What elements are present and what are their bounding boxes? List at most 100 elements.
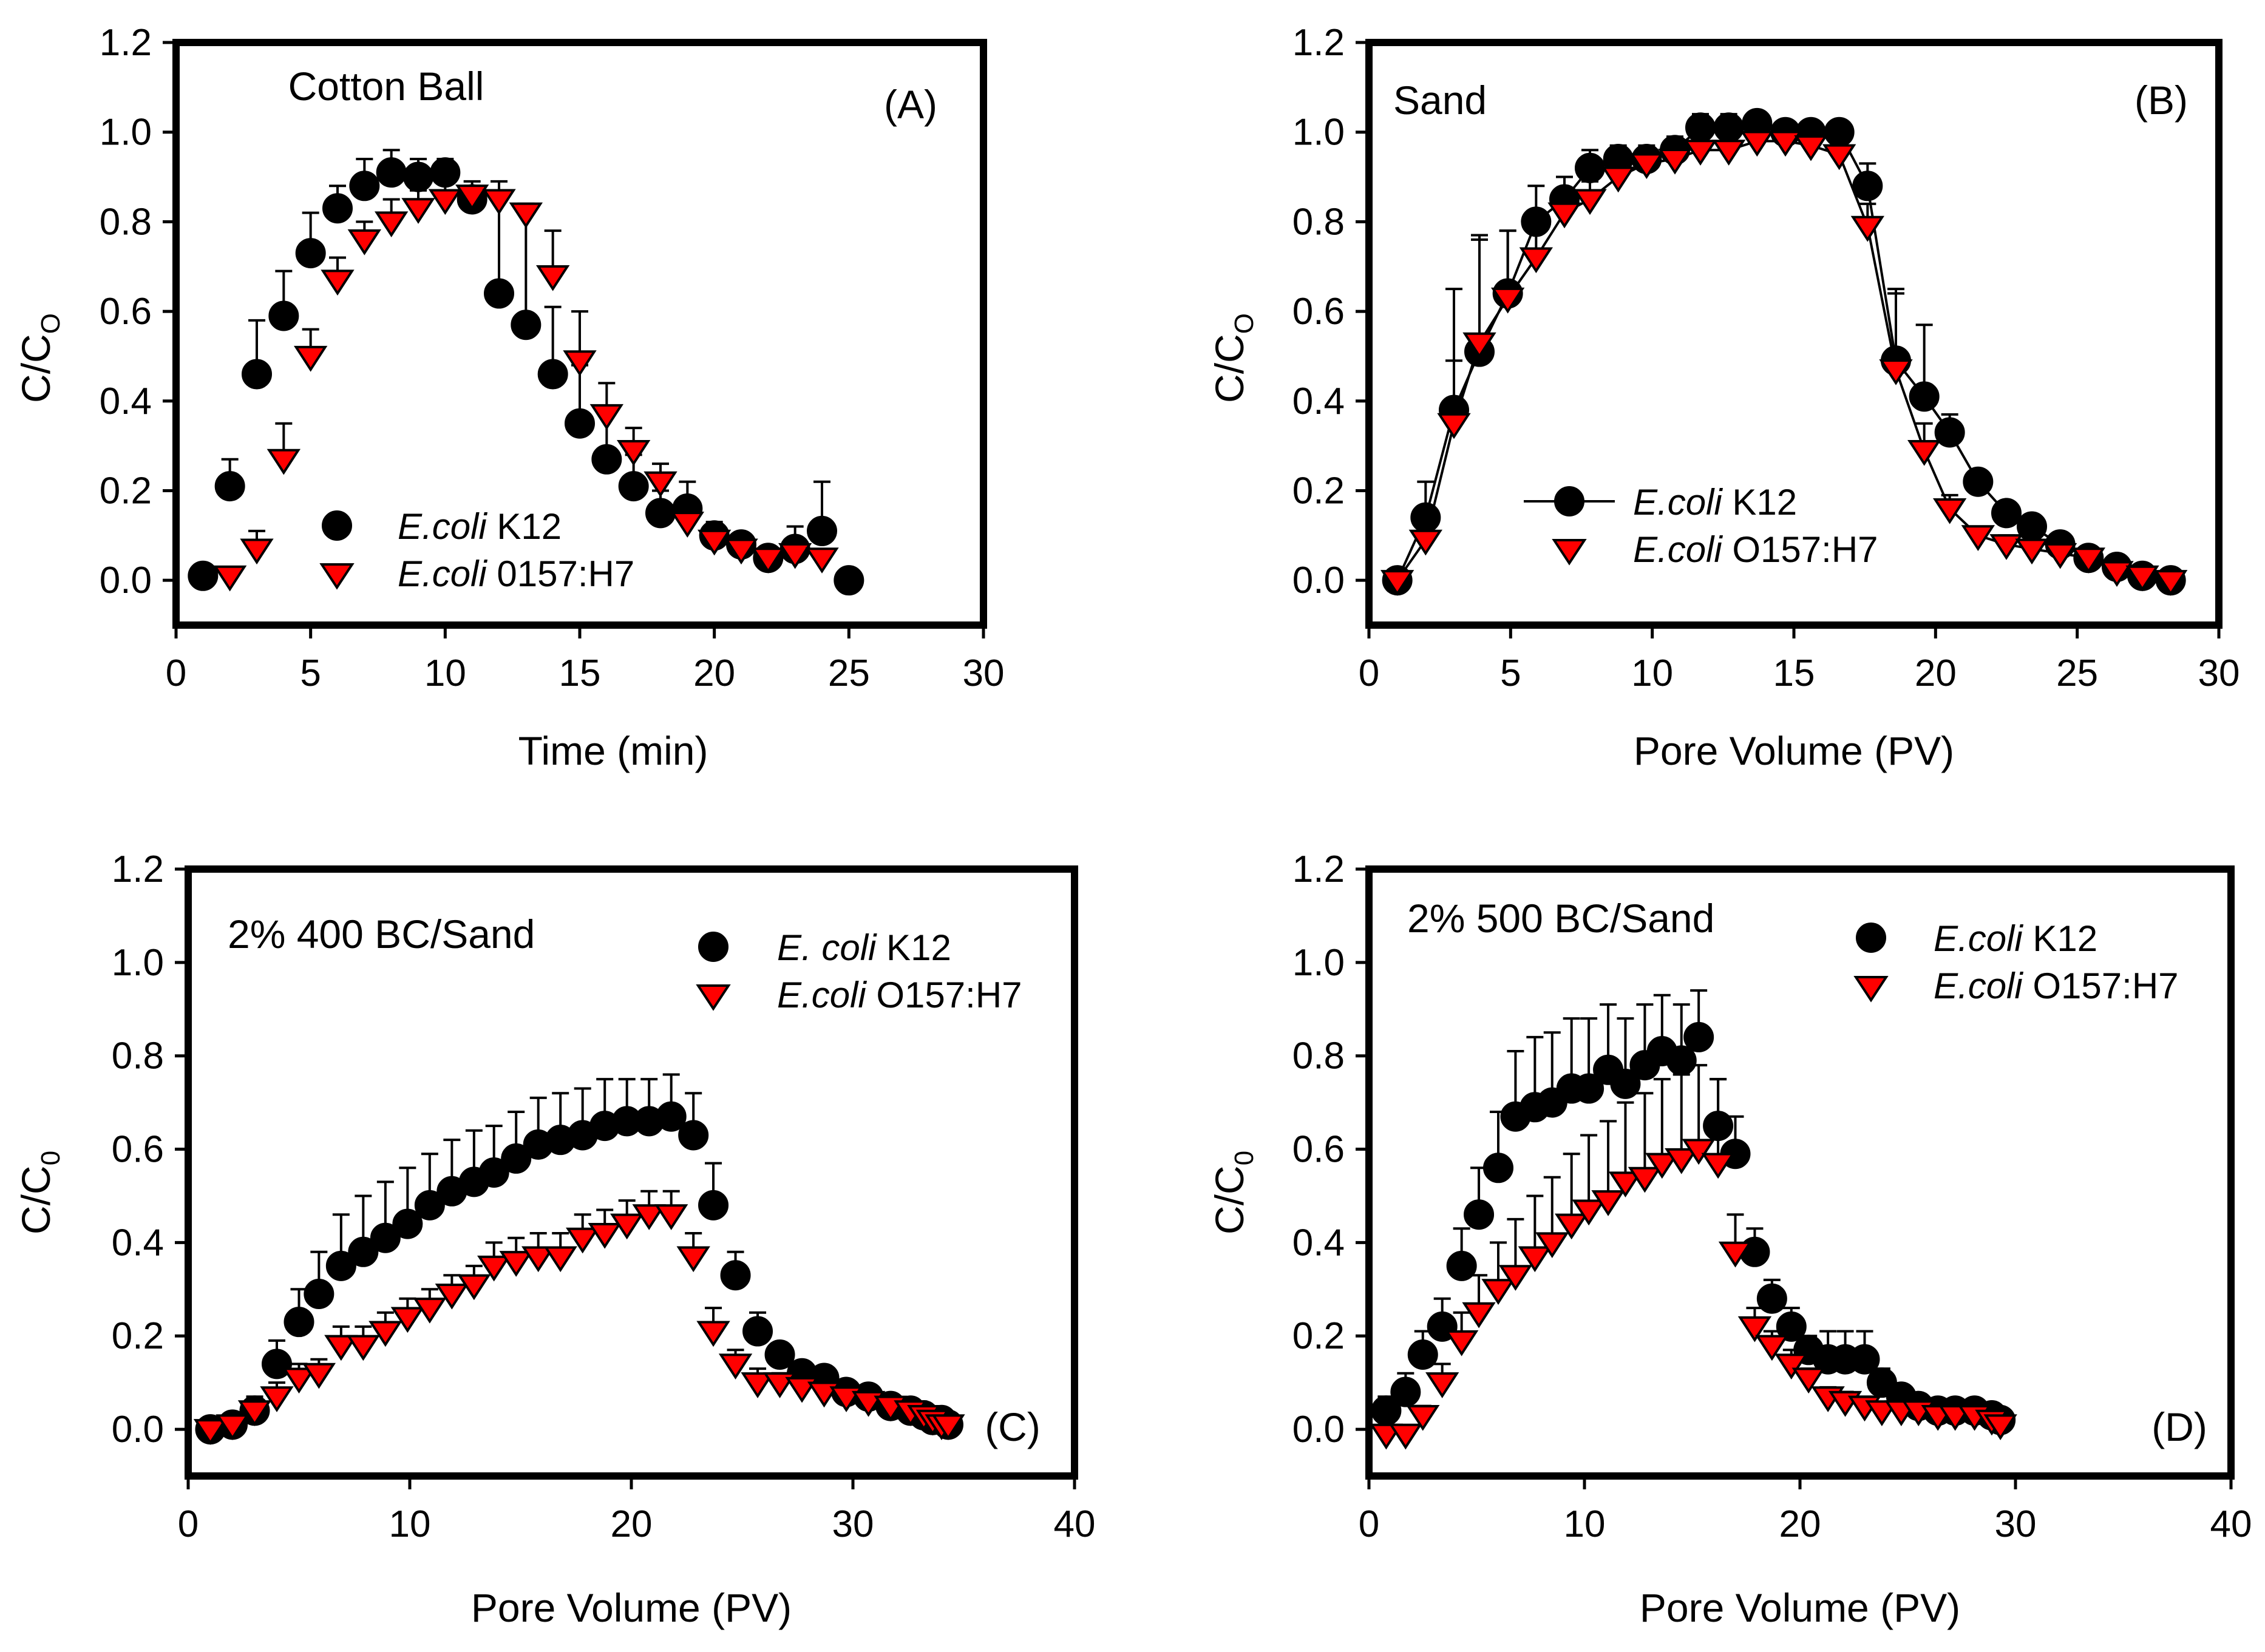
panel-c-series-1 <box>193 1190 965 1445</box>
data-point-o157 <box>2043 543 2077 569</box>
data-point-o157 <box>1682 1139 1716 1165</box>
data-point-o157 <box>2071 547 2106 574</box>
y-tick-label: 0.6 <box>100 291 152 333</box>
panel-a-xlabel: Time (min) <box>518 728 708 773</box>
panel-b-legend: E.coli K12 E.coli O157:H7 <box>1524 482 1878 570</box>
data-point-o157 <box>1608 1171 1643 1198</box>
data-point-o157 <box>931 1414 965 1441</box>
data-point-k12 <box>348 1236 379 1267</box>
data-point-o157 <box>785 1376 819 1403</box>
data-point-o157 <box>1658 149 1692 175</box>
data-point-k12 <box>304 1279 334 1309</box>
data-point-o157 <box>1645 1153 1679 1179</box>
data-point-o157 <box>1425 1372 1459 1398</box>
data-point-k12 <box>376 157 407 188</box>
panel-b: Sand (B) Pore Volume (PV) C/CO 0.0 0.2 0.4… <box>1207 22 2240 773</box>
data-point-k12 <box>1390 1376 1421 1407</box>
y-tick-label: 0.0 <box>100 560 152 601</box>
data-point-k12 <box>645 498 676 529</box>
data-point-o157 <box>2100 561 2134 587</box>
data-point-o157 <box>1683 140 1717 166</box>
data-point-o157 <box>697 529 732 556</box>
data-point-k12 <box>325 1250 356 1281</box>
data-point-o157 <box>610 1213 644 1240</box>
data-point-o157 <box>1907 440 1941 466</box>
legend-circle-marker <box>1856 922 1886 953</box>
legend-circle-marker <box>698 932 728 962</box>
panel-d: 2% 500 BC/Sand (D) Pore Volume (PV) C/C0… <box>1207 848 2252 1630</box>
data-point-o157 <box>1498 1265 1533 1291</box>
data-point-o157 <box>216 1414 250 1441</box>
y-tick-label: 0.8 <box>112 1035 164 1077</box>
x-tick-label: 30 <box>832 1503 874 1545</box>
panel-a-ticks: 0.0 0.2 0.4 0.6 0.8 1.0 1.2 0 5 10 15 20 25 30 <box>100 22 1005 694</box>
data-point-o157 <box>1932 498 1967 524</box>
panel-b-plot <box>1380 107 2188 596</box>
panel-a-label: (A) <box>884 82 937 127</box>
data-point-k12 <box>1934 417 1965 448</box>
y-tick-label: 0.2 <box>100 470 152 512</box>
data-point-k12 <box>720 1260 751 1291</box>
x-tick-label: 0 <box>1359 1503 1379 1545</box>
panel-d-series-0 <box>1371 989 2016 1435</box>
data-point-o157 <box>535 265 570 291</box>
data-point-o157 <box>1555 1213 1589 1240</box>
data-point-o157 <box>1822 144 1856 171</box>
data-point-o157 <box>193 1419 228 1445</box>
data-point-k12 <box>1575 152 1605 183</box>
data-point-o157 <box>1572 1199 1606 1226</box>
data-point-o157 <box>1879 359 1913 385</box>
x-tick-label: 15 <box>559 652 601 694</box>
data-point-k12 <box>1991 498 2022 529</box>
panel-b-xlabel: Pore Volume (PV) <box>1634 728 1954 773</box>
panel-c-legend-o157: E.coli O157:H7 <box>777 975 1022 1015</box>
data-point-k12 <box>565 408 595 439</box>
data-point-o157 <box>1737 1316 1772 1342</box>
data-point-o157 <box>1519 247 1554 274</box>
data-point-o157 <box>435 1284 469 1310</box>
panel-a-annotation: Cotton Ball <box>288 64 484 109</box>
data-point-k12 <box>1483 1153 1513 1183</box>
y-tick-label: 1.0 <box>1292 112 1345 154</box>
data-point-o157 <box>346 1335 381 1361</box>
data-point-k12 <box>1683 1021 1714 1052</box>
panel-a-legend-o157: E.coli 0157:H7 <box>398 553 634 594</box>
panel-c-legend: E. coli K12 E.coli O157:H7 <box>696 927 1022 1015</box>
panel-c-plot <box>193 1073 965 1445</box>
data-point-o157 <box>374 211 409 238</box>
data-point-k12 <box>1909 381 1940 412</box>
panel-d-ticks: 0.0 0.2 0.4 0.6 0.8 1.0 1.2 0 10 20 30 40 <box>1292 848 2252 1545</box>
data-point-k12 <box>214 471 245 502</box>
y-tick-label: 0.6 <box>1292 291 1345 333</box>
data-point-o157 <box>805 547 839 574</box>
panel-c: 2% 400 BC/Sand (C) Pore Volume (PV) C/C0… <box>13 848 1095 1630</box>
data-point-k12 <box>1776 1311 1807 1342</box>
data-point-o157 <box>267 449 301 475</box>
data-point-k12 <box>764 1339 795 1370</box>
x-tick-label: 15 <box>1773 652 1815 694</box>
y-tick-label: 0.2 <box>1292 1315 1345 1357</box>
data-point-o157 <box>718 1353 753 1380</box>
data-point-o157 <box>521 1246 555 1273</box>
x-tick-label: 30 <box>963 652 1005 694</box>
data-point-o157 <box>670 512 705 538</box>
data-point-o157 <box>676 1246 710 1273</box>
x-tick-label: 20 <box>693 652 735 694</box>
data-point-o157 <box>1406 1405 1440 1431</box>
data-point-o157 <box>401 198 435 224</box>
y-tick-label: 0.2 <box>1292 470 1345 512</box>
data-point-o157 <box>413 1298 447 1324</box>
data-point-o157 <box>499 1251 533 1277</box>
y-tick-label: 0.0 <box>112 1409 164 1451</box>
y-tick-label: 0.6 <box>112 1129 164 1171</box>
panel-a-plot <box>188 149 864 596</box>
x-tick-label: 30 <box>1995 1503 2037 1545</box>
panel-a-series-1 <box>212 180 839 592</box>
data-point-o157 <box>1573 189 1607 215</box>
x-tick-label: 0 <box>178 1503 199 1545</box>
legend-circle-marker <box>322 510 352 541</box>
x-tick-label: 20 <box>1779 1503 1821 1545</box>
y-tick-label: 0.4 <box>1292 381 1345 422</box>
data-point-k12 <box>392 1208 423 1239</box>
